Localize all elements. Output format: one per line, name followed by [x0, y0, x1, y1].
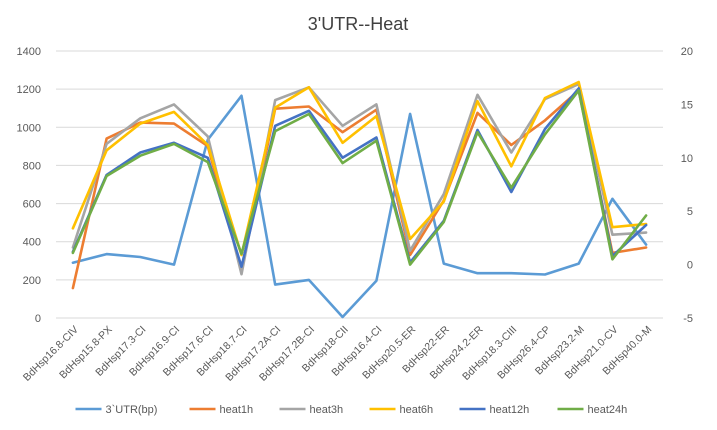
- legend-label: heat24h: [588, 404, 628, 416]
- left-tick-label: 600: [23, 199, 41, 211]
- right-tick-label: 10: [681, 153, 693, 165]
- gridlines: [56, 50, 663, 319]
- left-y-axis: 0 200 400 600 800 1000 1200 1400: [17, 46, 41, 325]
- x-axis: BdHsp16.8-CIVBdHsp15.8-PXBdHsp17.3-CIBdH…: [21, 323, 654, 383]
- chart-title: 3'UTR--Heat: [308, 14, 408, 34]
- legend-label: heat1h: [220, 404, 254, 416]
- left-tick-label: 200: [23, 275, 41, 287]
- left-tick-label: 1000: [17, 122, 41, 134]
- right-tick-label: 15: [681, 99, 693, 111]
- left-tick-label: 800: [23, 160, 41, 172]
- right-tick-label: 20: [681, 46, 693, 58]
- right-tick-label: -5: [683, 313, 693, 325]
- right-y-axis: -5 0 5 10 15 20: [681, 46, 693, 325]
- legend: 3`UTR(bp) heat1h heat3h heat6h heat12h heat24…: [75, 404, 628, 416]
- left-tick-label: 0: [35, 313, 41, 325]
- series-line-1: [71, 89, 648, 290]
- series-lines: [71, 80, 648, 319]
- legend-label: heat12h: [490, 404, 530, 416]
- legend-label: heat3h: [310, 404, 344, 416]
- series-line-5: [71, 89, 648, 266]
- right-tick-label: 0: [687, 260, 693, 272]
- series-line-4: [71, 87, 648, 269]
- left-tick-label: 1400: [17, 46, 41, 58]
- right-tick-label: 5: [687, 206, 693, 218]
- series-line-0: [71, 94, 648, 319]
- left-tick-label: 1200: [17, 84, 41, 96]
- series-line-3: [71, 80, 648, 257]
- legend-label: heat6h: [400, 404, 434, 416]
- left-tick-label: 400: [23, 237, 41, 249]
- legend-label: 3`UTR(bp): [106, 404, 158, 416]
